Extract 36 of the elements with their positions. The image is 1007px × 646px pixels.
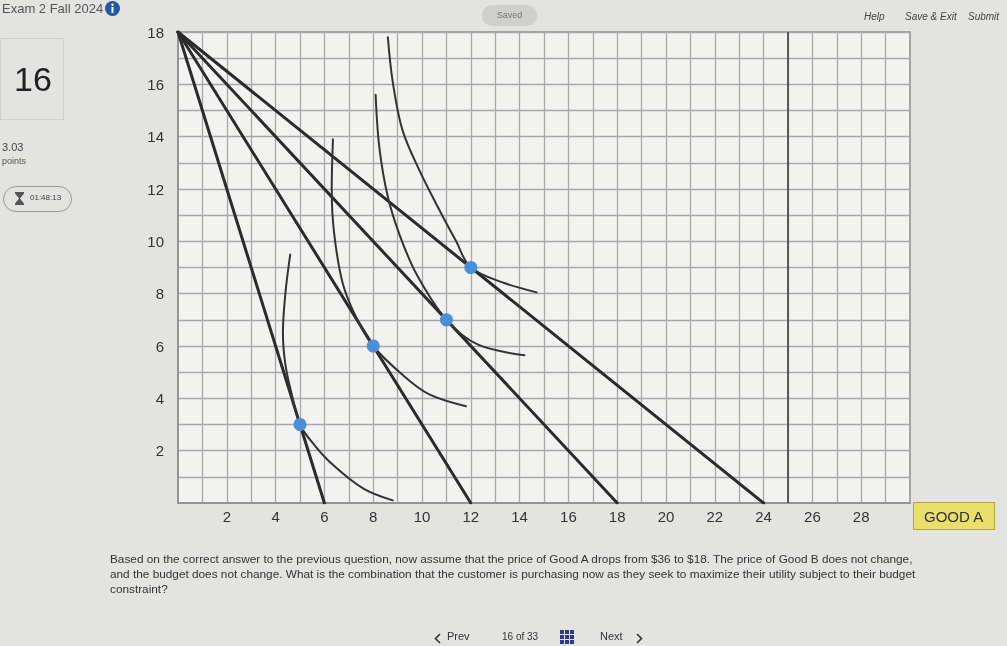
text: points: [2, 156, 27, 166]
text: 16 of 33: [502, 631, 539, 642]
y-tick-label: 10: [147, 232, 164, 250]
y-tick-label: 12: [147, 180, 164, 198]
text: 3.03: [2, 141, 24, 153]
x-axis-title: GOOD A: [924, 508, 984, 525]
text: Save & Exit: [905, 11, 957, 22]
x-tick-label: 24: [755, 508, 772, 525]
text: Next: [600, 630, 623, 642]
text: Exam 2 Fall 2024: [2, 1, 104, 16]
x-tick-label: 28: [852, 508, 870, 525]
text: Based on the correct answer to the previous question, now assume that the price of Good A drops from $36 to $18. The price of Good B does not change, and the budget does not change. What is the combination that the customer is purchasing now as they seek to maximize their utility subject to their budget constraint?: [110, 552, 917, 597]
text: 01:48:13: [30, 193, 62, 202]
x-tick-label: 4: [271, 508, 280, 525]
y-tick-label: 6: [155, 337, 164, 355]
x-tick-label: 12: [462, 508, 480, 525]
text: Help: [864, 11, 885, 22]
x-tick-label: 20: [657, 508, 675, 525]
x-tick-label: 16: [560, 508, 577, 525]
x-tick-label: 18: [608, 508, 626, 525]
y-tick-label: 2: [155, 442, 164, 460]
x-tick-label: 2: [222, 508, 231, 525]
x-tick-label: 26: [804, 508, 821, 525]
y-tick-label: 16: [147, 75, 164, 93]
text: Submit: [968, 11, 1000, 22]
text: 16: [13, 60, 53, 99]
x-tick-label: 8: [369, 508, 378, 525]
x-tick-label: 22: [706, 508, 724, 525]
y-tick-label: 8: [155, 285, 164, 303]
y-tick-label: 14: [147, 128, 164, 146]
y-tick-label: 18: [147, 23, 164, 41]
x-tick-label: 6: [320, 508, 329, 525]
x-tick-label: 14: [511, 508, 528, 525]
x-tick-label: 10: [413, 508, 431, 525]
text: Prev: [447, 630, 470, 642]
y-tick-label: 4: [155, 389, 164, 407]
